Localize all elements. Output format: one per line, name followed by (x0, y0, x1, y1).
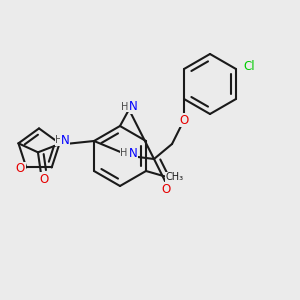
Text: O: O (179, 113, 189, 127)
Text: H: H (120, 148, 128, 158)
Text: N: N (129, 100, 138, 113)
Text: H: H (121, 101, 128, 112)
Text: CH₃: CH₃ (165, 172, 184, 182)
Text: O: O (161, 182, 171, 196)
Text: N: N (129, 146, 137, 160)
Text: H: H (55, 135, 63, 145)
Text: O: O (39, 173, 49, 186)
Text: N: N (61, 134, 69, 147)
Text: Cl: Cl (244, 59, 255, 73)
Text: O: O (16, 163, 25, 176)
